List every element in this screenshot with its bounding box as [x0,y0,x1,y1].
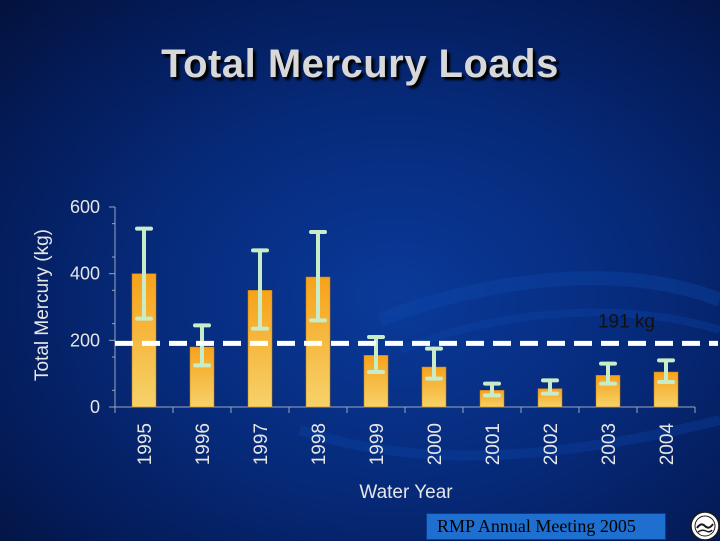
error-bar-2004 [657,358,675,384]
x-tick-label: 2000 [425,423,446,465]
x-tick-label: 1995 [135,423,156,465]
x-tick-label: 2003 [599,423,620,465]
x-axis-title: Water Year [359,482,453,503]
y-tick-label: 400 [70,264,100,284]
y-tick-label: 200 [70,330,100,350]
error-bar-2001 [483,381,501,398]
y-tick-label: 600 [70,197,100,217]
slide-title: Total Mercury Loads [161,42,559,86]
y-tick-label: 0 [90,397,100,417]
x-tick-label: 1996 [193,423,214,465]
sfei-logo-icon [690,511,720,541]
x-tick-label: 1999 [367,423,388,465]
error-bar-2003 [599,361,617,386]
error-bar-2002 [541,378,559,396]
y-axis-title: Total Mercury (kg) [32,229,53,381]
x-tick-label: 1998 [309,423,330,465]
error-bar-1997 [251,248,269,331]
error-bar-2000 [425,346,443,381]
error-bar-1998 [309,230,327,323]
x-tick-label: 2004 [657,423,678,466]
error-bar-1995 [135,226,153,321]
x-tick-label: 1997 [251,423,272,465]
x-tick-label: 2002 [541,423,562,465]
x-tick-label: 2001 [483,423,504,465]
reference-line-label: 191 kg [598,311,655,332]
footer-text: RMP Annual Meeting 2005 [437,516,636,536]
